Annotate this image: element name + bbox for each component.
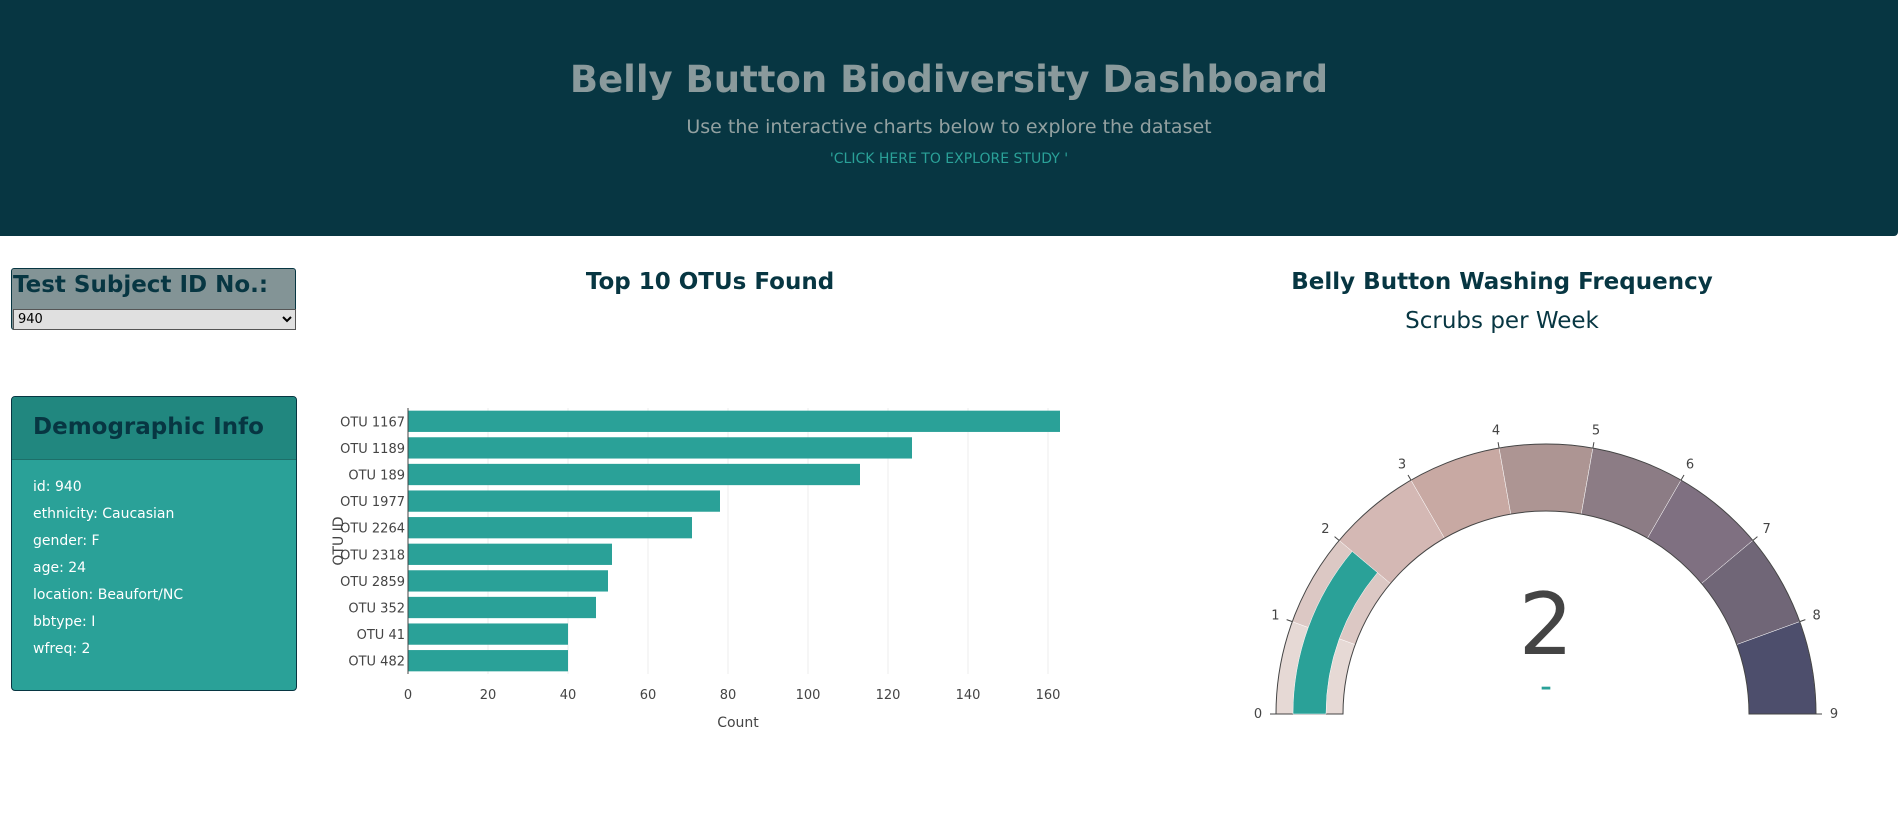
gauge-outline <box>1275 443 1817 715</box>
y-tick-label: OTU 1167 <box>340 415 405 430</box>
demo-bbtype: bbtype: I <box>33 614 96 630</box>
explore-study-link[interactable]: 'CLICK HERE TO EXPLORE STUDY ' <box>829 151 1069 167</box>
bar[interactable] <box>408 596 596 619</box>
x-tick-label: 20 <box>480 688 497 703</box>
gauge-tick-label: 1 <box>1271 608 1279 623</box>
x-tick-label: 120 <box>876 688 901 703</box>
gauge-tick <box>1680 474 1685 481</box>
gauge-tick <box>1752 536 1758 541</box>
subject-id-select[interactable]: 940 <box>13 309 296 330</box>
demo-wfreq: wfreq: 2 <box>33 641 91 657</box>
x-tick-label: 80 <box>720 688 737 703</box>
subject-selector-panel: Test Subject ID No.: 940 <box>11 268 296 330</box>
gauge-value-bar <box>1292 551 1378 715</box>
top-otu-bar-chart[interactable]: 0 20 40 60 80 100 120 140 160 OTU 1167 OTU 1189 OTU… <box>0 0 1100 816</box>
bar-chart-title: Top 10 OTUs Found <box>585 269 835 295</box>
gauge-tick-label: 5 <box>1592 423 1600 438</box>
gauge-delta: – <box>1541 675 1552 700</box>
gauge-step-band <box>1498 443 1594 515</box>
gauge-tick-label: 9 <box>1830 707 1838 722</box>
bar[interactable] <box>408 437 912 459</box>
demo-gender: gender: F <box>33 533 100 549</box>
x-tick-label: 0 <box>404 688 412 703</box>
gauge-tick-label: 0 <box>1254 707 1262 722</box>
bar[interactable] <box>408 623 568 645</box>
demo-location: location: Beaufort/NC <box>33 587 184 603</box>
x-tick-label: 140 <box>956 688 981 703</box>
y-tick-label: OTU 1977 <box>340 495 405 510</box>
x-tick-label: 100 <box>796 688 821 703</box>
bar[interactable] <box>408 490 720 512</box>
y-tick-label: OTU 482 <box>348 655 405 670</box>
gauge-tick <box>1286 619 1293 623</box>
y-tick-label: OTU 1189 <box>340 442 405 457</box>
gauge-tick-label: 2 <box>1321 522 1329 537</box>
y-tick-label: OTU 2859 <box>340 575 405 590</box>
gauge-tick-label: 3 <box>1398 458 1406 473</box>
bar[interactable] <box>408 463 860 486</box>
gauge-tick <box>1799 619 1806 623</box>
y-tick-label: OTU 352 <box>348 602 405 617</box>
gauge-tick-label: 7 <box>1762 522 1770 537</box>
subject-selector-label: Test Subject ID No.: <box>13 272 269 298</box>
bar[interactable] <box>408 543 612 565</box>
gauge-tick-label: 6 <box>1686 458 1694 473</box>
bar[interactable] <box>408 517 692 539</box>
demo-ethnicity: ethnicity: Caucasian <box>33 506 175 522</box>
gauge-value: 2 <box>1519 575 1574 675</box>
y-tick-label: OTU 41 <box>357 628 405 643</box>
x-tick-label: 60 <box>640 688 657 703</box>
demo-id: id: 940 <box>33 479 82 495</box>
y-axis-title: OTU ID <box>331 516 347 565</box>
page-title: Belly Button Biodiversity Dashboard <box>569 58 1329 101</box>
gauge-tick-label: 8 <box>1812 608 1820 623</box>
header-banner: Belly Button Biodiversity Dashboard Use … <box>0 0 1898 236</box>
demo-age: age: 24 <box>33 560 87 576</box>
bar[interactable] <box>408 570 608 592</box>
x-axis-title: Count <box>717 715 759 731</box>
demographic-info-heading: Demographic Info <box>12 397 296 460</box>
gauge-tick <box>1497 442 1500 449</box>
y-tick-label: OTU 189 <box>348 469 405 484</box>
demographic-info-panel: Demographic Info id: 940 ethnicity: Cauc… <box>11 396 297 691</box>
gauge-tick <box>1592 442 1595 449</box>
gauge-subtitle: Scrubs per Week <box>1405 308 1599 334</box>
page-subtitle: Use the interactive charts below to expl… <box>686 116 1212 138</box>
gauge-tick <box>1407 474 1412 481</box>
demographic-list: id: 940 ethnicity: Caucasian gender: F a… <box>33 479 183 668</box>
bar[interactable] <box>408 650 568 672</box>
y-tick-label: OTU 2264 <box>340 522 405 537</box>
gauge-title: Belly Button Washing Frequency <box>1291 269 1713 295</box>
demographic-info-title: Demographic Info <box>33 414 264 440</box>
x-tick-label: 160 <box>1036 688 1061 703</box>
bar[interactable] <box>408 410 1060 432</box>
y-tick-label: OTU 2318 <box>340 548 405 563</box>
gauge-tick-label: 4 <box>1492 423 1500 438</box>
gauge-tick <box>1334 536 1340 541</box>
x-tick-label: 40 <box>560 688 577 703</box>
